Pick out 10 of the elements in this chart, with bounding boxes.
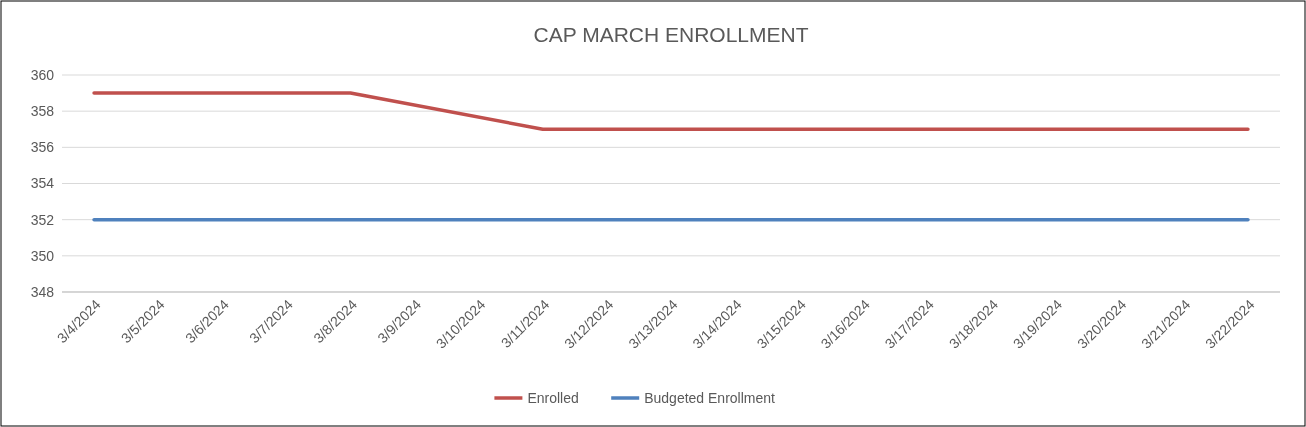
y-tick-label: 358 xyxy=(30,103,55,120)
y-tick-label: 350 xyxy=(30,247,55,264)
y-tick-label: 356 xyxy=(30,139,55,156)
legend-label: Enrolled xyxy=(527,389,579,406)
chart-title: CAP MARCH ENROLLMENT xyxy=(533,23,809,46)
legend-label: Budgeted Enrollment xyxy=(644,389,776,406)
y-tick-label: 348 xyxy=(30,283,55,300)
y-tick-label: 360 xyxy=(30,66,55,83)
y-tick-label: 352 xyxy=(30,211,55,228)
y-tick-label: 354 xyxy=(30,175,55,192)
